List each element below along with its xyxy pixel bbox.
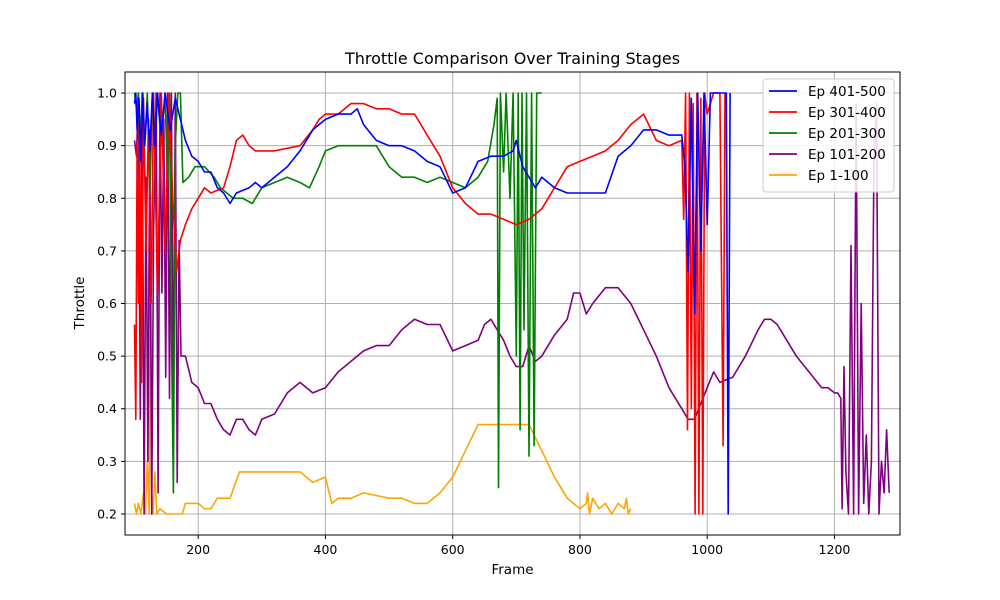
y-tick-label: 0.2 xyxy=(97,506,117,521)
y-tick-label: 1.0 xyxy=(97,86,117,101)
x-tick-label: 800 xyxy=(568,542,592,557)
x-axis-label: Frame xyxy=(491,562,533,578)
legend-label-ep-201-300: Ep 201-300 xyxy=(808,126,886,142)
x-tick-label: 1200 xyxy=(819,542,851,557)
legend-label-ep-301-400: Ep 301-400 xyxy=(808,105,886,121)
x-tick-label: 1000 xyxy=(691,542,723,557)
y-tick-label: 0.4 xyxy=(97,401,117,416)
series-lines xyxy=(133,92,890,515)
series-line-ep-1-100 xyxy=(133,218,632,515)
x-tick-label: 200 xyxy=(186,542,210,557)
legend-label-ep-1-100: Ep 1-100 xyxy=(808,168,869,184)
x-tick-label: 400 xyxy=(314,542,338,557)
axis-ticks: 200 400 600 800 1000 1200 0.2 0.3 0.4 0.5 0.6 0.7 0.… xyxy=(97,86,850,557)
y-tick-label: 0.9 xyxy=(97,138,117,153)
legend-box xyxy=(762,78,895,193)
x-tick-label: 600 xyxy=(441,542,465,557)
y-tick-label: 0.8 xyxy=(97,191,117,206)
legend-label-ep-101-200: Ep 101-200 xyxy=(808,147,886,163)
chart-title: Throttle Comparison Over Training Stages xyxy=(344,49,680,68)
y-tick-label: 0.6 xyxy=(97,296,117,311)
series-line-ep-201-300 xyxy=(133,92,542,494)
series-line-ep-101-200 xyxy=(133,92,890,515)
legend-label-ep-401-500: Ep 401-500 xyxy=(808,84,886,100)
y-tick-label: 0.3 xyxy=(97,454,117,469)
legend: Ep 401-500 Ep 301-400 Ep 201-300 Ep 101-200… xyxy=(762,78,895,193)
series-line-ep-401-500 xyxy=(133,92,731,515)
y-tick-label: 0.5 xyxy=(97,349,117,364)
y-axis-label: Throttle xyxy=(72,277,88,331)
y-tick-label: 0.7 xyxy=(97,243,117,258)
